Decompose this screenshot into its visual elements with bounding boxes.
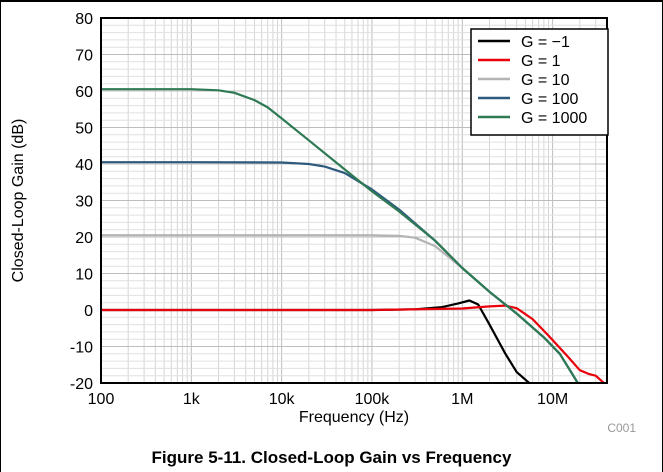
x-tick-label: 10M bbox=[537, 391, 568, 408]
series-line-1 bbox=[101, 304, 606, 383]
x-tick-label: 10k bbox=[269, 391, 296, 408]
y-tick-label: 30 bbox=[75, 194, 93, 211]
y-tick-label: 80 bbox=[75, 11, 93, 28]
y-tick-label: 60 bbox=[75, 84, 93, 101]
legend-label: G = 1000 bbox=[521, 110, 587, 127]
plot-border bbox=[100, 17, 608, 384]
series-line-4 bbox=[101, 88, 579, 383]
top-rule bbox=[0, 0, 663, 2]
y-tick-label: 20 bbox=[75, 230, 93, 247]
legend-label: G = 1 bbox=[521, 53, 561, 70]
y-tick-label: 40 bbox=[75, 157, 93, 174]
y-tick-label: -10 bbox=[70, 340, 93, 357]
legend-label: G = 10 bbox=[521, 72, 570, 89]
figure-caption: Figure 5-11. Closed-Loop Gain vs Frequen… bbox=[151, 448, 512, 467]
y-tick-label: 70 bbox=[75, 48, 93, 65]
legend-label: G = −1 bbox=[521, 34, 570, 51]
legend-box bbox=[470, 28, 609, 136]
tick-labels: 100 1k 10k 100k 1M 10M -20 -10 0 10 20 30 40 50 60 70 80 bbox=[70, 11, 568, 408]
y-tick-label: -20 bbox=[70, 376, 93, 393]
x-tick-label: 1k bbox=[183, 391, 201, 408]
x-tick-label: 100k bbox=[355, 391, 391, 408]
y-tick-label: 0 bbox=[84, 303, 93, 320]
y-axis-title: Closed-Loop Gain (dB) bbox=[10, 119, 27, 283]
left-border bbox=[0, 0, 1, 472]
series-line-3 bbox=[101, 161, 579, 383]
y-tick-label: 50 bbox=[75, 121, 93, 138]
y-tick-label: 10 bbox=[75, 267, 93, 284]
x-axis-title: Frequency (Hz) bbox=[299, 409, 409, 426]
legend-label: G = 100 bbox=[521, 91, 578, 108]
figure-code: C001 bbox=[607, 421, 636, 435]
x-tick-label: 1M bbox=[451, 391, 473, 408]
series-layer bbox=[101, 88, 606, 383]
legend: G = −1 G = 1 G = 10 G = 100 G = 1000 bbox=[470, 28, 609, 136]
x-tick-label: 100 bbox=[88, 391, 115, 408]
series-line-0 bbox=[101, 299, 531, 383]
